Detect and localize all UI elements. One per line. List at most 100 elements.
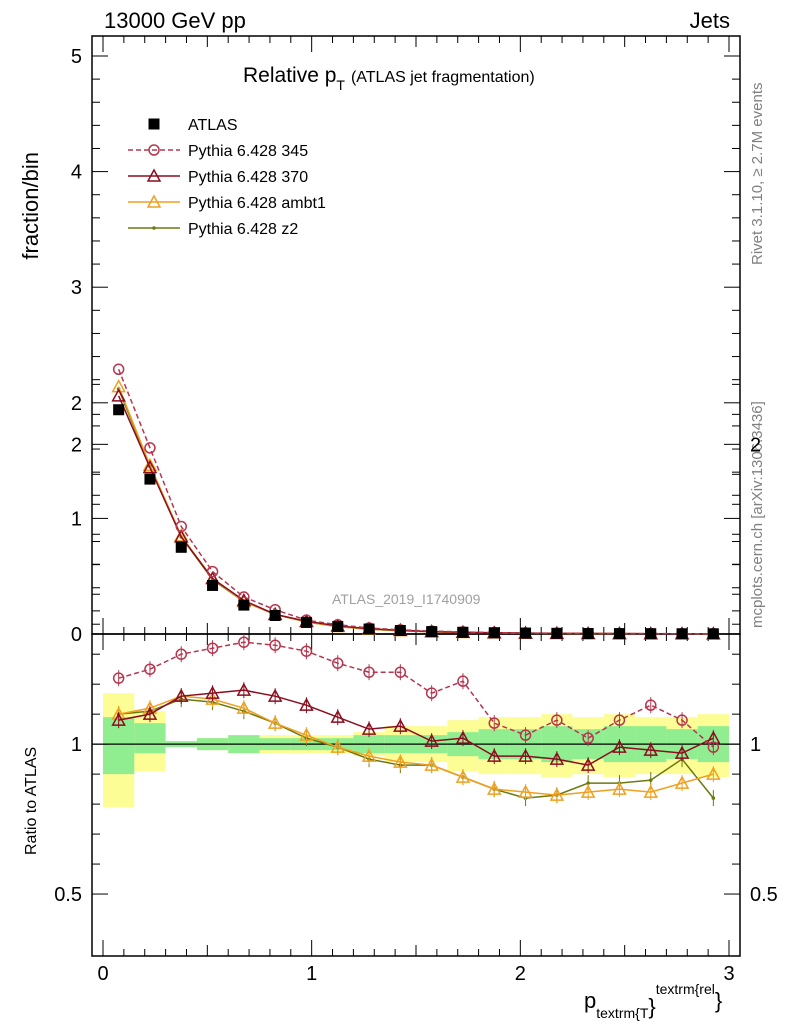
- series-1-ratio-point: [206, 642, 219, 654]
- series-2-ratio-point: [674, 745, 690, 759]
- series-0-point: [144, 473, 156, 485]
- series-3-ratio-point: [518, 784, 533, 798]
- series-3-ratio-point: [424, 757, 439, 771]
- series-2-point: [142, 459, 158, 474]
- chart-title-rest: (ATLAS jet fragmentation): [351, 69, 535, 86]
- ratio-tick-label: 2: [71, 434, 82, 456]
- series-2-ratio-point: [267, 688, 283, 702]
- series-2-point: [111, 388, 126, 402]
- legend-entry-3-marker: [146, 194, 162, 208]
- x-label-brace: }: [648, 994, 655, 1019]
- side-text-bottom: mcplots.cern.ch [arXiv:1306.3436]: [749, 401, 766, 628]
- series-0-point: [520, 627, 532, 639]
- x-tick-label: 0: [97, 963, 108, 985]
- series-0-point: [269, 610, 281, 622]
- series-3-ratio-point: [706, 766, 721, 780]
- series-0-point: [551, 627, 563, 639]
- legend-entry-0-label: ATLAS: [188, 117, 238, 134]
- series-2-ratio-point: [236, 682, 252, 696]
- series-0-point: [207, 579, 219, 591]
- series-0-point: [394, 625, 406, 637]
- header-right: Jets: [690, 8, 730, 33]
- legend-entry-0-marker: [148, 118, 160, 130]
- series-0-point: [488, 627, 500, 639]
- series-2-ratio-point: [299, 697, 314, 711]
- y-tick-label: 5: [71, 46, 82, 68]
- series-3-ratio-point: [236, 700, 252, 714]
- series-1-ratio-point: [645, 699, 657, 711]
- legend-entry-2-marker: [146, 168, 162, 182]
- series-2-ratio-point: [111, 712, 126, 726]
- series-3-ratio-point: [674, 775, 690, 789]
- series-0-point: [175, 541, 187, 553]
- series-3-ratio-point: [455, 769, 471, 783]
- series-2-ratio-point: [330, 709, 346, 723]
- series-2-ratio-point: [455, 730, 471, 744]
- x-label-sup: textrm{rel: [656, 981, 715, 997]
- x-tick-label: 3: [723, 963, 734, 985]
- legend-entry-4-marker: [152, 226, 156, 230]
- series-1-line: [117, 368, 714, 635]
- series-3-ratio-point: [580, 784, 596, 798]
- series-1-ratio-point: [613, 714, 626, 726]
- series-0-point: [426, 626, 438, 638]
- series-0-point: [676, 628, 688, 640]
- series-1-ratio-point: [112, 672, 125, 684]
- series-3-point: [142, 457, 158, 471]
- ratio-tick-label: 0.5: [54, 884, 82, 906]
- series-2-ratio-point: [518, 748, 533, 762]
- series-1-ratio-point: [175, 648, 187, 660]
- series-0-point: [238, 599, 250, 611]
- series-3-ratio-point: [612, 781, 627, 795]
- ratio-tick-label: 1: [71, 734, 82, 756]
- series-1-ratio-point: [394, 666, 407, 678]
- ratio-tick-label-right: 0.5: [750, 884, 778, 906]
- header-left: 13000 GeV pp: [104, 8, 246, 33]
- series-2-ratio-point: [361, 721, 377, 735]
- chart-title-sub: T: [336, 77, 345, 93]
- chart-title: Relative pT (ATLAS jet fragmentation): [243, 64, 535, 93]
- series-1-ratio-point: [238, 636, 250, 648]
- series-3-ratio-point: [486, 781, 502, 795]
- x-label-close: }: [715, 988, 722, 1013]
- series-0-point: [613, 628, 625, 640]
- series-2-ratio-point: [424, 733, 439, 747]
- series-0-point: [645, 628, 657, 640]
- x-label-base: p: [584, 988, 596, 1013]
- series-2-ratio-point: [643, 742, 659, 756]
- series-1-ratio-point: [582, 732, 594, 744]
- side-text-top: Rivet 3.1.10, ≥ 2.7M events: [749, 83, 766, 266]
- x-axis-label: ptextrm{T}textrm{rel}: [584, 981, 722, 1021]
- legend-entry-1-marker: [148, 144, 160, 156]
- legend-entry-4-label: Pythia 6.428 z2: [188, 221, 298, 238]
- series-1-ratio-point: [551, 714, 563, 726]
- series-0-point: [363, 623, 375, 635]
- ratio-tick-label-right: 2: [750, 434, 761, 456]
- series-1-ratio-point: [676, 714, 688, 726]
- series-1-ratio-point: [332, 657, 344, 669]
- series-1-ratio-point: [363, 666, 375, 678]
- series-1-ratio-point: [144, 663, 156, 675]
- series-1-point: [112, 363, 125, 376]
- chart-title-main: Relative p: [243, 64, 336, 87]
- series-3-ratio-point: [267, 715, 283, 729]
- series-1-ratio-point: [488, 717, 500, 729]
- ratio-tick-label-right: 1: [750, 734, 761, 756]
- legend-entry-3-label: Pythia 6.428 ambt1: [188, 195, 326, 212]
- series-3-ratio-line: [118, 695, 714, 796]
- series-3-ratio-point: [299, 727, 314, 741]
- ratio-band-inner: [134, 723, 166, 754]
- series-3-ratio-point: [643, 784, 659, 798]
- series-2-ratio-point: [205, 685, 220, 699]
- series-1-ratio-point: [300, 645, 313, 657]
- series-2-ratio-point: [486, 748, 502, 762]
- x-label-sub: textrm{T: [596, 1005, 649, 1021]
- ratio-axis-label: Ratio to ATLAS: [23, 747, 40, 855]
- legend-entry-2-label: Pythia 6.428 370: [188, 169, 308, 186]
- series-2-ratio-point: [580, 757, 596, 771]
- y-tick-label: 4: [71, 162, 82, 184]
- series-1-ratio-point: [707, 741, 720, 753]
- x-tick-label: 2: [515, 963, 526, 985]
- series-1-ratio-point: [457, 675, 469, 687]
- y-tick-label: 1: [71, 508, 82, 530]
